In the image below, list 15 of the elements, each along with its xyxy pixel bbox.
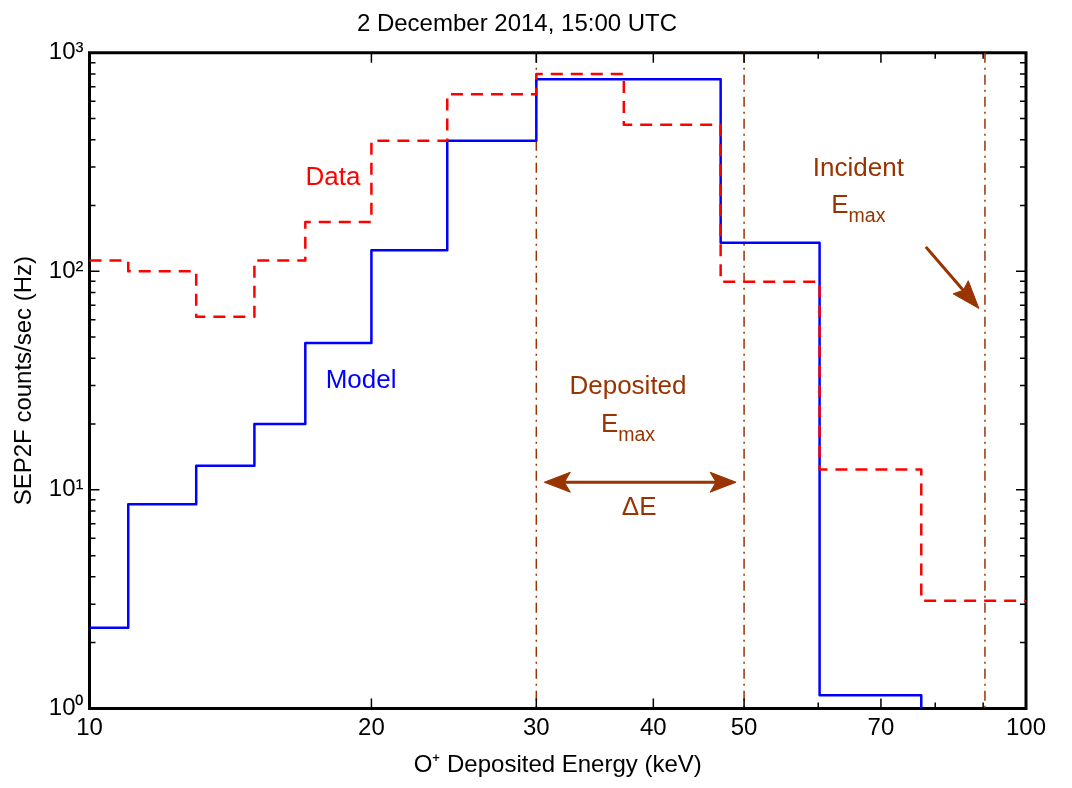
y-tick-label: 10¹ [48,474,84,502]
y-axis-title: SEP2F counts/sec (Hz) [9,255,37,506]
series-label: Model [325,363,397,394]
x-tick-label: 50 [730,713,758,741]
annotation: ΔE [621,490,657,521]
x-tick-label: 40 [639,713,667,741]
x-axis-title: O⁺ Deposited Energy (keV) [413,750,702,778]
x-tick-label: 100 [1005,713,1047,741]
series-label: Data [305,160,361,191]
x-tick-label: 70 [867,713,895,741]
x-tick-label: 30 [522,713,550,741]
chart-title: 2 December 2014, 15:00 UTC [356,9,678,37]
y-tick-label: 10² [48,255,84,283]
y-tick-label: 10³ [48,37,84,65]
x-tick-label: 20 [358,713,385,741]
